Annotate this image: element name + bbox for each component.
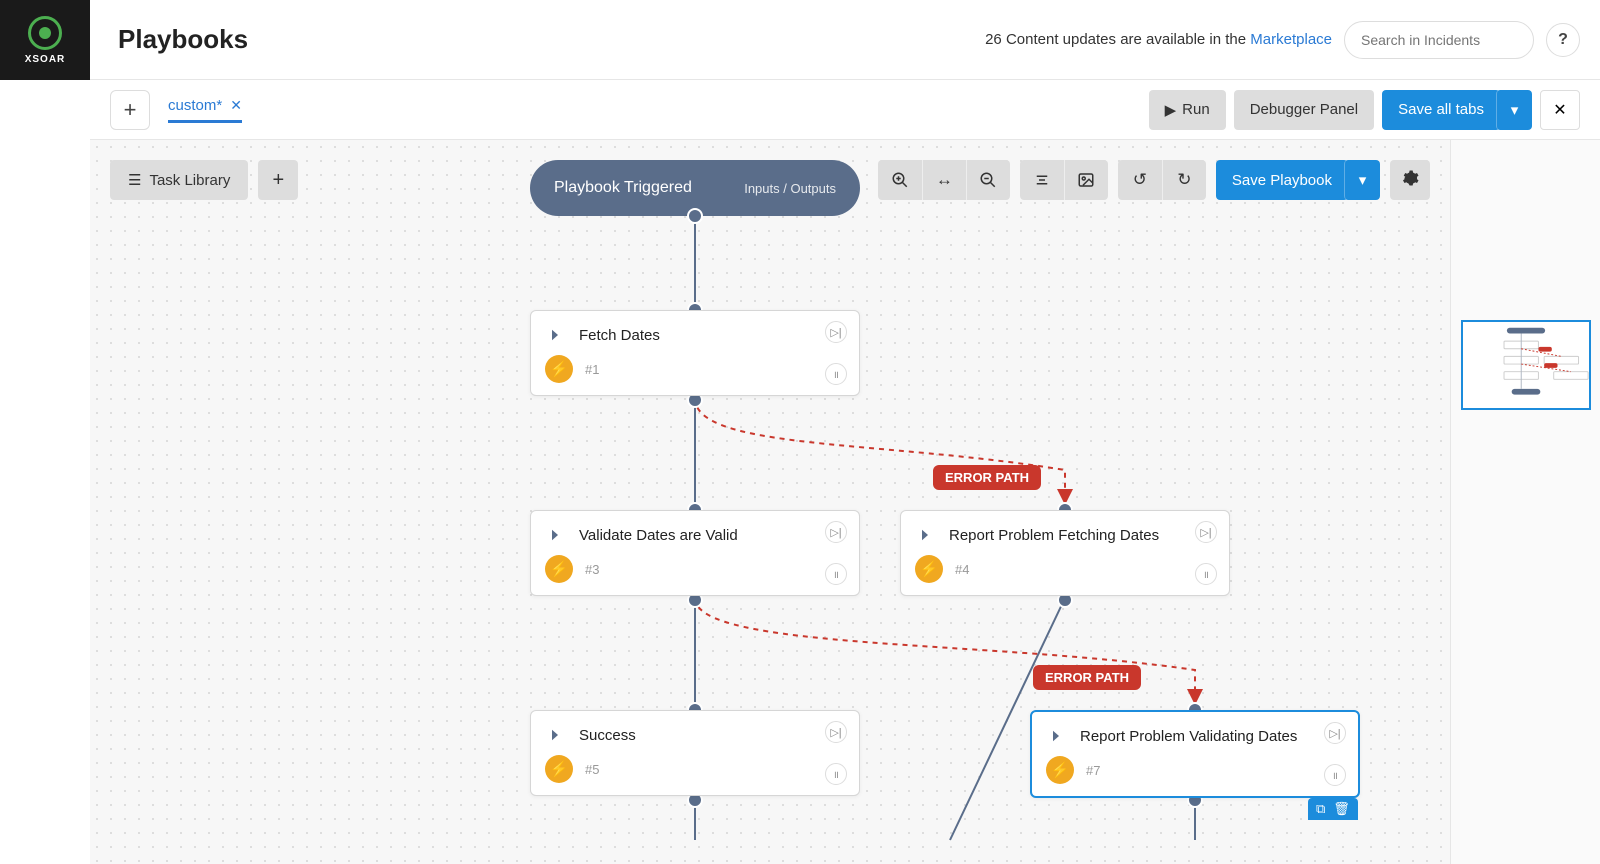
root-io: Inputs / Outputs (744, 181, 836, 196)
image-button[interactable] (1064, 160, 1108, 200)
save-playbook-button[interactable]: Save Playbook (1216, 160, 1348, 200)
task-id: #5 (585, 762, 599, 777)
add-task-button[interactable]: + (258, 160, 298, 200)
step-over-icon[interactable]: ▷| (825, 321, 847, 343)
save-all-tabs-button[interactable]: Save all tabs (1382, 90, 1500, 130)
canvas[interactable]: ☰ Task Library + ↔ (90, 140, 1450, 864)
task-id: #4 (955, 562, 969, 577)
play-icon: ▶ (1165, 101, 1177, 119)
page-title: Playbooks (118, 24, 248, 55)
logo-text: XSOAR (25, 54, 66, 65)
chevron-icon (1046, 726, 1066, 746)
redo-button[interactable]: ↻ (1162, 160, 1206, 200)
content-updates-text: 26 Content updates are available in the … (985, 31, 1332, 48)
logo[interactable]: XSOAR (0, 0, 90, 80)
task-id: #7 (1086, 763, 1100, 778)
task-title: Report Problem Validating Dates (1080, 728, 1344, 745)
fit-width-button[interactable]: ↔ (922, 160, 966, 200)
search-input[interactable] (1344, 21, 1534, 59)
task-node[interactable]: Fetch Dates▷| ⚡ #1 ॥ (530, 310, 860, 396)
app-sidebar: XSOAR (0, 0, 90, 864)
bolt-icon: ⚡ (545, 755, 573, 783)
topbar: Playbooks 26 Content updates are availab… (90, 0, 1600, 80)
undo-button[interactable]: ↺ (1118, 160, 1162, 200)
task-title: Report Problem Fetching Dates (949, 527, 1215, 544)
step-over-icon[interactable]: ▷| (825, 521, 847, 543)
chevron-icon (545, 525, 565, 545)
pause-icon[interactable]: ॥ (825, 363, 847, 385)
delete-icon[interactable]: 🗑 (1333, 801, 1350, 817)
task-library-button[interactable]: ☰ Task Library (110, 160, 248, 200)
align-button[interactable] (1020, 160, 1064, 200)
task-node[interactable]: Validate Dates are Valid▷| ⚡ #3 ॥ (530, 510, 860, 596)
task-id: #3 (585, 562, 599, 577)
gear-icon (1401, 169, 1419, 187)
bolt-icon: ⚡ (545, 555, 573, 583)
run-button[interactable]: ▶ Run (1149, 90, 1226, 130)
marketplace-link[interactable]: Marketplace (1250, 31, 1332, 48)
pause-icon[interactable]: ॥ (825, 563, 847, 585)
root-label: Playbook Triggered (554, 179, 692, 197)
minimap[interactable] (1461, 320, 1591, 410)
error-path-badge: ERROR PATH (1033, 665, 1141, 690)
tab-custom[interactable]: custom* ✕ (168, 97, 242, 123)
task-node[interactable]: Success▷| ⚡ #5 ॥ (530, 710, 860, 796)
copy-icon[interactable]: ⧉ (1316, 801, 1325, 817)
task-node[interactable]: Report Problem Validating Dates▷| ⚡ #7 ॥ (1030, 710, 1360, 798)
close-tabbar-button[interactable]: ✕ (1540, 90, 1580, 130)
settings-button[interactable] (1390, 160, 1430, 200)
minimap-panel (1450, 140, 1600, 864)
close-icon[interactable]: ✕ (230, 97, 242, 114)
tab-label: custom* (168, 97, 222, 114)
chevron-icon (915, 525, 935, 545)
save-all-dropdown[interactable]: ▾ (1496, 90, 1532, 130)
bolt-icon: ⚡ (915, 555, 943, 583)
pause-icon[interactable]: ॥ (825, 763, 847, 785)
pause-icon[interactable]: ॥ (1195, 563, 1217, 585)
task-title: Validate Dates are Valid (579, 527, 845, 544)
bolt-icon: ⚡ (545, 355, 573, 383)
task-title: Success (579, 727, 845, 744)
task-title: Fetch Dates (579, 327, 845, 344)
selection-actions: ⧉ 🗑 (1308, 798, 1358, 820)
save-playbook-dropdown[interactable]: ▾ (1344, 160, 1380, 200)
task-id: #1 (585, 362, 599, 377)
add-tab-button[interactable]: + (110, 90, 150, 130)
error-path-badge: ERROR PATH (933, 465, 1041, 490)
step-over-icon[interactable]: ▷| (825, 721, 847, 743)
zoom-in-button[interactable] (878, 160, 922, 200)
tabbar: + custom* ✕ ▶ Run Debugger Panel Save al… (90, 80, 1600, 140)
help-button[interactable]: ? (1546, 23, 1580, 57)
chevron-icon (545, 325, 565, 345)
zoom-out-button[interactable] (966, 160, 1010, 200)
logo-icon (28, 16, 62, 50)
bolt-icon: ⚡ (1046, 756, 1074, 784)
pause-icon[interactable]: ॥ (1324, 764, 1346, 786)
connector-dot[interactable] (687, 208, 703, 224)
task-node[interactable]: Report Problem Fetching Dates▷| ⚡ #4 ॥ (900, 510, 1230, 596)
library-icon: ☰ (128, 171, 141, 189)
step-over-icon[interactable]: ▷| (1324, 722, 1346, 744)
chevron-icon (545, 725, 565, 745)
step-over-icon[interactable]: ▷| (1195, 521, 1217, 543)
debugger-panel-button[interactable]: Debugger Panel (1234, 90, 1374, 130)
